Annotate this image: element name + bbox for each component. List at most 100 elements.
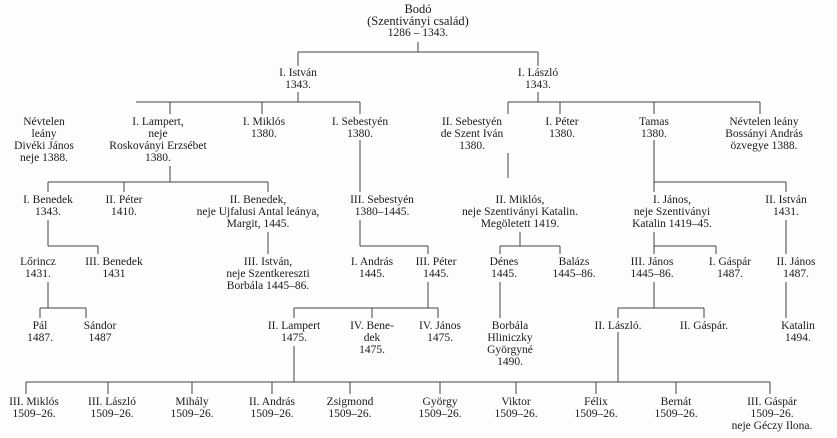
person-name: Lőrincz (20, 256, 56, 268)
person-years: 1509–26. (654, 408, 698, 420)
person-name: III. István, (243, 256, 293, 268)
person-years: 1494. (785, 332, 811, 344)
person-note: neje (148, 128, 168, 140)
family-name: (Szentiványi család) (367, 14, 469, 28)
person-name: II. Lampert (267, 320, 321, 332)
person-name: I. Benedek (23, 194, 73, 206)
person-name: Tamas (639, 116, 669, 128)
person-balazs: Balázs 1445–86. (552, 256, 595, 280)
person-borbala: Borbála Hliniczky Györgyné 1490. (487, 320, 533, 368)
person-spouse: neje Szentiványi Katalin. (462, 206, 578, 218)
person-years: 1509–26. (328, 408, 372, 420)
person-name: II. Sebestyén (441, 116, 503, 128)
person-years: 1487. (783, 268, 809, 280)
person-years: 1380. (251, 128, 277, 140)
person-miklos-iii: III. Miklós 1509–26. (9, 396, 59, 420)
person-name: Bodó (404, 2, 432, 16)
person-years: özvegye 1388. (730, 140, 798, 152)
person-name: III. Benedek (85, 256, 143, 268)
person-years: 1509–26. (418, 408, 462, 420)
person-years: 1475. (427, 332, 453, 344)
person-sebestyen-ii: II. Sebestyén de Szent Iván 1380. (441, 116, 504, 152)
person-name: III. Péter (415, 256, 457, 268)
person-name: II. László. (594, 320, 642, 332)
person-years: 1509–26. (494, 408, 538, 420)
person-years: 1431 (102, 268, 126, 280)
person-istvan-ii: II. István 1431. (765, 194, 807, 218)
person-name: Félix (584, 396, 608, 408)
person-years: Katalin 1419–45. (632, 218, 712, 230)
person-janos-iv: IV. János 1475. (419, 320, 461, 344)
person-years: Megöletett 1419. (480, 218, 560, 230)
person-years: 1380. (347, 128, 373, 140)
person-name: III. László (88, 396, 136, 408)
person-spouse: Divéki János (14, 140, 74, 152)
person-name: Viktor (501, 396, 531, 408)
person-spouse: neje Szentiványi (633, 206, 711, 218)
person-years: 1286 – 1343. (387, 27, 449, 39)
person-name: György (422, 396, 458, 408)
person-note: de Szent Iván (440, 128, 504, 140)
person-bodo: Bodó (Szentiványi család) 1286 – 1343. (367, 3, 469, 39)
person-years: 1445. (423, 268, 449, 280)
person-name: I. Miklós (242, 116, 286, 128)
person-spouse-cont: Györgyné (487, 344, 533, 356)
person-years: 1343. (525, 79, 551, 91)
person-istvan-iii: III. István, neje Szentkereszti Borbála … (226, 256, 309, 292)
person-janos-ii: II. János 1487. (777, 256, 816, 280)
person-spouse: neje Ujfalusi Antal leánya, (196, 206, 320, 218)
person-name: I. Lampert, (132, 116, 184, 128)
person-benedek-ii: II. Benedek, neje Ujfalusi Antal leánya,… (197, 194, 320, 230)
person-sebestyen-iii: III. Sebestyén 1380–1445. (350, 194, 414, 218)
person-zsigmond: Zsigmond 1509–26. (327, 396, 374, 420)
person-name: Katalin (781, 320, 815, 332)
person-years: 1445–86. (552, 268, 596, 280)
person-spouse: neje Szentkereszti (226, 268, 310, 280)
person-years: Borbála 1445–86. (226, 280, 310, 292)
person-years: 1509–26. (750, 408, 794, 420)
person-name: II. Gáspár. (679, 320, 729, 332)
person-istvan-i: I. István 1343. (279, 67, 317, 91)
person-years: 1509–26. (574, 408, 618, 420)
person-name: I. Péter (545, 116, 579, 128)
person-name: Borbála (491, 320, 529, 332)
person-benedek-i: I. Benedek 1343. (23, 194, 73, 218)
person-name-cont: dek (363, 332, 381, 344)
person-andras-i: I. András 1445. (351, 256, 393, 280)
person-spouse: neje Géczy Ilona. (731, 420, 813, 432)
person-name: Zsigmond (326, 396, 374, 408)
person-name: II. István (765, 194, 807, 206)
person-years: 1487 (88, 332, 112, 344)
person-years: 1380. (549, 128, 575, 140)
person-spouse: Hliniczky (487, 332, 533, 344)
person-spouse: Roskoványi Erzsébet (109, 140, 207, 152)
person-years: neje 1388. (20, 152, 68, 164)
person-years: 1431. (773, 206, 799, 218)
person-nevtelen-1: Névtelen leány Divéki János neje 1388. (14, 116, 74, 164)
person-name: Sándor (83, 320, 117, 332)
person-years: 1509–26. (12, 408, 56, 420)
person-laszlo-iii: III. László 1509–26. (88, 396, 136, 420)
person-name: I. János, (652, 194, 692, 206)
person-name: II. Benedek, (229, 194, 287, 206)
person-name: II. András (249, 396, 295, 408)
person-viktor: Viktor 1509–26. (494, 396, 537, 420)
person-years: 1343. (285, 79, 311, 91)
person-name: IV. Bene- (350, 320, 394, 332)
person-name: I. István (279, 67, 317, 79)
person-years: 1490. (497, 356, 523, 368)
person-years: 1509–26. (90, 408, 134, 420)
person-name: Balázs (558, 256, 590, 268)
person-years: 1475. (281, 332, 307, 344)
person-years: 1380–1445. (354, 206, 410, 218)
person-name: II. Péter (105, 194, 143, 206)
person-name: I. András (350, 256, 394, 268)
person-years: 1487. (27, 332, 53, 344)
person-lorincz: Lőrincz 1431. (20, 256, 56, 280)
person-peter-i: I. Péter 1380. (545, 116, 578, 140)
person-sebestyen-i: I. Sebestyén 1380. (332, 116, 388, 140)
person-years: 1380. (145, 152, 171, 164)
person-peter-iii: III. Péter 1445. (416, 256, 457, 280)
person-bernat: Bernát 1509–26. (654, 396, 697, 420)
